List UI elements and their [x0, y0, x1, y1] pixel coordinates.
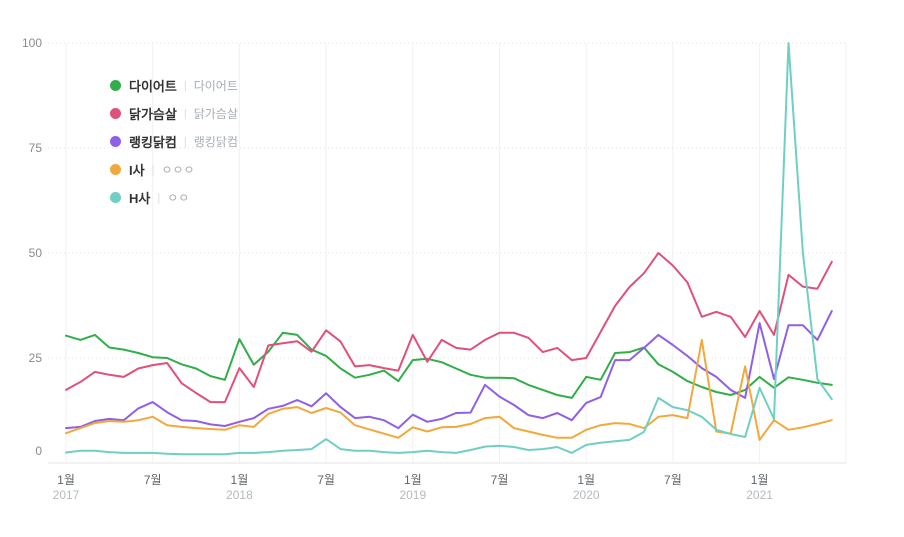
legend-sub-label: ㅇㅇ — [167, 191, 190, 205]
legend-sub-label: ㅇㅇㅇ — [161, 163, 195, 177]
legend-divider: | — [183, 135, 187, 148]
legend-item-h-company[interactable]: H사 | ㅇㅇ — [110, 188, 238, 207]
legend-divider: | — [157, 191, 161, 204]
legend-color-dot — [110, 80, 121, 91]
x-axis-tick-label: 1월 — [404, 473, 422, 487]
y-axis-tick-label: 75 — [29, 141, 43, 155]
series-line-i-company — [65, 338, 833, 441]
x-axis-year-label: 2021 — [746, 488, 773, 502]
legend: 다이어트 | 다이어트 닭가슴살 | 닭가슴살 랭킹닭컴 | 랭킹닭컴 I사 |… — [110, 76, 238, 207]
legend-label: 다이어트 — [129, 79, 177, 94]
legend-color-dot — [110, 108, 121, 119]
y-axis-tick-label: 25 — [29, 351, 43, 365]
legend-item-ranking-chicken[interactable]: 랭킹닭컴 | 랭킹닭컴 — [110, 132, 238, 151]
x-axis-year-label: 2017 — [53, 488, 80, 502]
legend-label: I사 — [129, 163, 145, 178]
legend-item-chicken-breast[interactable]: 닭가슴살 | 닭가슴살 — [110, 104, 238, 123]
x-axis-tick-label: 1월 — [751, 473, 769, 487]
legend-label: H사 — [129, 191, 151, 206]
legend-color-dot — [110, 192, 121, 203]
legend-sub-label: 다이어트 — [193, 79, 238, 93]
x-axis-tick-label: 7월 — [317, 473, 335, 487]
x-axis-tick-label: 1월 — [57, 473, 75, 487]
y-axis-tick-label: 0 — [35, 444, 42, 458]
series-line-diet — [65, 331, 833, 399]
series-line-h-company — [65, 42, 833, 456]
legend-sub-label: 랭킹닭컴 — [193, 135, 238, 149]
legend-item-diet[interactable]: 다이어트 | 다이어트 — [110, 76, 238, 95]
series-line-ranking-chicken — [65, 310, 833, 430]
x-axis-tick-label: 1월 — [577, 473, 595, 487]
x-axis-tick-label: 7월 — [144, 473, 162, 487]
legend-color-dot — [110, 164, 121, 175]
series-line-chicken-breast — [65, 252, 833, 404]
legend-label: 랭킹닭컴 — [129, 135, 177, 150]
legend-label: 닭가슴살 — [129, 107, 177, 122]
legend-divider: | — [151, 163, 155, 176]
legend-color-dot — [110, 136, 121, 147]
x-axis-year-label: 2020 — [573, 488, 600, 502]
legend-item-i-company[interactable]: I사 | ㅇㅇㅇ — [110, 160, 238, 179]
x-axis-tick-label: 7월 — [664, 473, 682, 487]
x-axis-tick-label: 7월 — [491, 473, 509, 487]
x-axis-year-label: 2019 — [399, 488, 426, 502]
x-axis-tick-label: 1월 — [231, 473, 249, 487]
legend-divider: | — [183, 79, 187, 92]
legend-divider: | — [183, 107, 187, 120]
x-axis-year-label: 2018 — [226, 488, 253, 502]
y-axis-tick-label: 100 — [22, 36, 42, 50]
y-axis-tick-label: 50 — [29, 246, 43, 260]
legend-sub-label: 닭가슴살 — [193, 107, 238, 121]
